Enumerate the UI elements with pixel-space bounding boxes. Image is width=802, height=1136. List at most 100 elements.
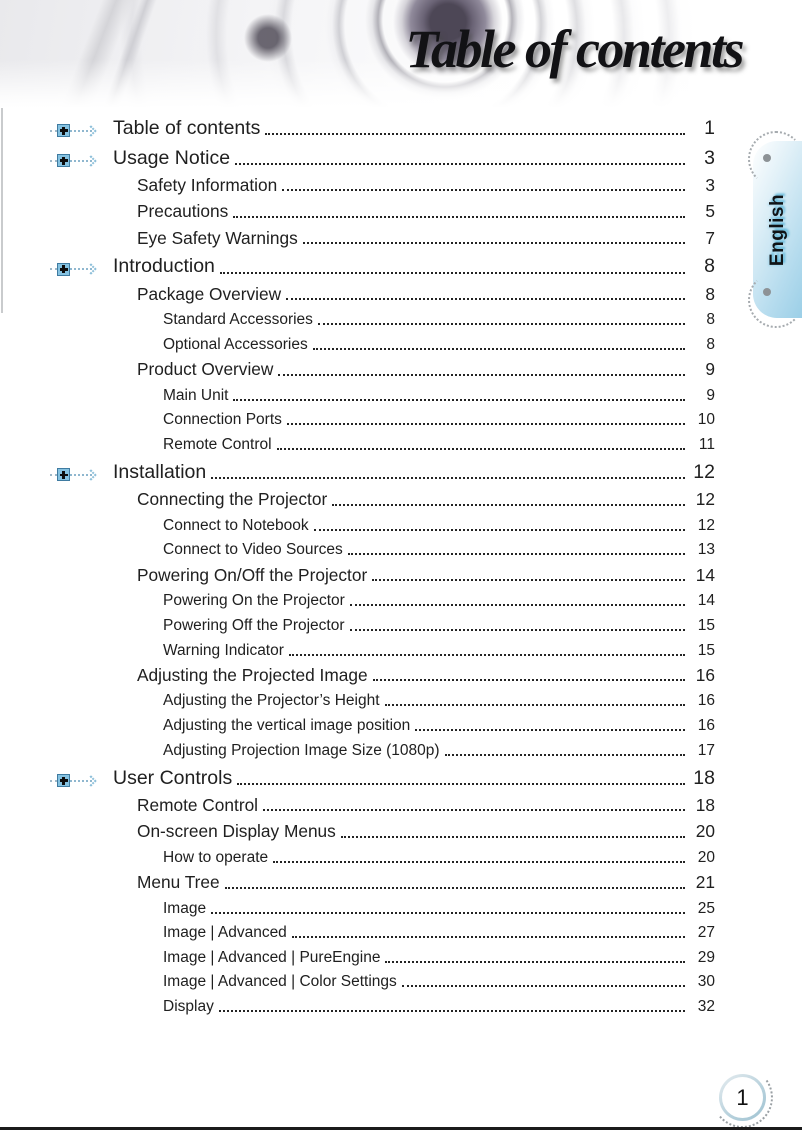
toc-entry-page: 9: [705, 359, 715, 380]
toc-entry-page: 8: [706, 335, 715, 353]
dot-leader: [288, 653, 685, 656]
toc-entry[interactable]: Warning Indicator 15: [50, 636, 715, 661]
toc-entry-label: Image | Advanced | Color Settings: [163, 973, 397, 991]
dot-leader: [291, 936, 685, 939]
toc-entry[interactable]: Standard Accessories 8: [50, 306, 715, 331]
dotted-line: [50, 779, 57, 782]
toc-entry[interactable]: Main Unit 9: [50, 382, 715, 407]
dot-leader: [317, 323, 685, 326]
toc-entry[interactable]: Product Overview 9: [50, 355, 715, 381]
toc-entry-page: 12: [693, 460, 715, 483]
page-number-badge: 1: [719, 1074, 766, 1121]
toc-entry-label: Introduction: [113, 255, 215, 278]
dot-leader: [444, 753, 685, 756]
toc-entry[interactable]: Powering Off the Projector 15: [50, 612, 715, 637]
toc-entry-label: Connecting the Projector: [137, 489, 328, 510]
toc-entry[interactable]: Powering On/Off the Projector 14: [50, 561, 715, 587]
toc-entry[interactable]: Connect to Video Sources 13: [50, 536, 715, 561]
toc-entry[interactable]: Menu Tree 21: [50, 868, 715, 894]
toc-entry-page: 27: [697, 924, 715, 942]
toc-entry-label: Package Overview: [137, 283, 282, 304]
toc-entry[interactable]: Connect to Notebook 12: [50, 512, 715, 537]
toc-entry[interactable]: Adjusting the Projected Image 16: [50, 661, 715, 687]
toc-entry[interactable]: Introduction 8: [50, 250, 715, 280]
tab-dot-icon: [763, 154, 771, 162]
toc-entry-label: Safety Information: [137, 175, 278, 195]
dot-leader: [372, 579, 685, 582]
toc-entry-label: Warning Indicator: [163, 641, 284, 659]
page-number: 1: [722, 1077, 763, 1118]
dotted-line: [70, 268, 92, 271]
toc-entry[interactable]: Eye Safety Warnings 7: [50, 224, 715, 250]
toc-entry-label: Adjusting the vertical image position: [163, 717, 411, 734]
toc-entry-label: Precautions: [137, 201, 229, 222]
dot-leader: [347, 553, 685, 556]
toc-entry-page: 11: [698, 435, 715, 453]
toc-entry-label: Adjusting the Projected Image: [137, 665, 368, 686]
dotted-line: [70, 779, 92, 782]
toc-entry[interactable]: How to operate 20: [50, 844, 715, 869]
toc-entry-label: Menu Tree: [137, 872, 220, 893]
dot-leader: [265, 133, 685, 135]
toc-entry[interactable]: Installation 12: [50, 455, 715, 485]
toc-entry-label: Adjusting Projection Image Size (1080p): [163, 741, 440, 759]
toc-entry-page: 29: [697, 948, 715, 966]
tab-dot-icon: [763, 288, 771, 296]
toc-entry[interactable]: Adjusting the vertical image position 16: [50, 712, 715, 737]
toc-entry[interactable]: Image | Advanced | Color Settings 30: [50, 968, 715, 993]
toc-entry-label: Image | Advanced | PureEngine: [163, 948, 381, 966]
page-edge-line: [1, 108, 3, 313]
toc-entry-label: Image | Advanced: [163, 924, 287, 942]
toc-entry[interactable]: Table of contents 1: [50, 111, 715, 141]
dotted-line: [70, 159, 92, 162]
dot-leader: [224, 886, 685, 889]
toc-entry[interactable]: Image | Advanced 27: [50, 919, 715, 944]
dot-leader: [211, 477, 685, 480]
toc-entry[interactable]: Adjusting Projection Image Size (1080p) 1…: [50, 737, 715, 762]
toc-entry[interactable]: User Controls 18: [50, 761, 715, 791]
toc-entry[interactable]: Safety Information 3: [50, 171, 715, 197]
toc-entry-page: 10: [697, 411, 715, 429]
toc-entry[interactable]: Adjusting the Projector’s Height 16: [50, 687, 715, 712]
dotted-line: [50, 159, 57, 162]
dot-leader: [263, 809, 685, 812]
dotted-arrow-icon: [85, 469, 97, 481]
dot-leader: [286, 298, 685, 301]
toc-entry[interactable]: Powering On the Projector 14: [50, 587, 715, 612]
page-bottom-rule: [0, 1127, 802, 1130]
dot-leader: [372, 679, 685, 682]
plus-box-icon: [57, 124, 70, 137]
dot-leader: [349, 628, 685, 631]
toc-entry[interactable]: Precautions 5: [50, 197, 715, 223]
dot-leader: [349, 604, 685, 607]
toc-entry-label: Remote Control: [137, 795, 259, 816]
toc-entry[interactable]: Display 32: [50, 993, 715, 1018]
toc-entry[interactable]: Image | Advanced | PureEngine 29: [50, 944, 715, 969]
toc-entry[interactable]: Package Overview 8: [50, 280, 715, 306]
toc-entry[interactable]: On-screen Display Menus 20: [50, 817, 715, 843]
dotted-line: [50, 473, 57, 476]
dotted-line: [70, 129, 92, 132]
toc-entry-page: 25: [697, 899, 715, 917]
toc-entry-label: Powering On/Off the Projector: [137, 564, 368, 585]
expand-plus-icon: [50, 262, 103, 276]
dotted-arrow-icon: [85, 774, 97, 787]
toc-entry[interactable]: Usage Notice 3: [50, 141, 715, 171]
toc-entry-page: 1: [704, 116, 715, 139]
toc-entry[interactable]: Connecting the Projector 12: [50, 485, 715, 511]
toc-entry[interactable]: Image 25: [50, 895, 715, 920]
toc-entry-label: Remote Control: [163, 435, 272, 453]
toc-entry[interactable]: Remote Control 18: [50, 791, 715, 817]
toc-entry-page: 7: [705, 227, 715, 248]
toc-entry-page: 32: [697, 998, 715, 1016]
toc-entry-page: 14: [695, 564, 715, 585]
toc-entry[interactable]: Remote Control 11: [50, 431, 715, 456]
toc-entry-page: 17: [697, 741, 715, 759]
toc-entry[interactable]: Connection Ports 10: [50, 406, 715, 431]
expand-plus-icon: [50, 468, 103, 482]
dot-leader: [233, 398, 685, 401]
dot-leader: [278, 373, 685, 376]
dotted-arrow-icon: [85, 263, 97, 276]
toc-entry[interactable]: Optional Accessories 8: [50, 331, 715, 356]
toc-entry-page: 15: [697, 616, 715, 634]
